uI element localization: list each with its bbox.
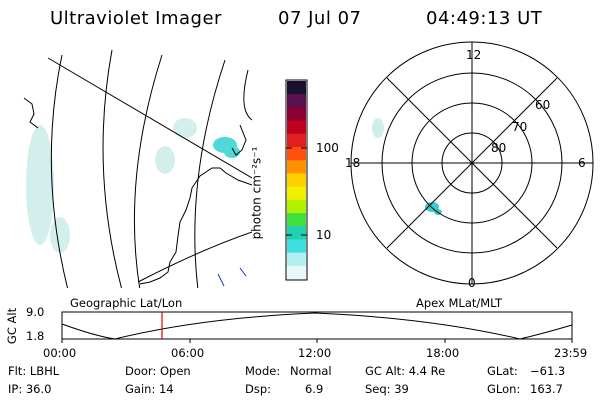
filter-label: Flt: LBHL	[8, 364, 60, 378]
ip-label: IP: 36.0	[8, 382, 52, 396]
lat-label-60: 60	[535, 98, 551, 112]
mode-value: Normal	[290, 364, 332, 378]
lat-label-80: 80	[491, 141, 507, 155]
colorbar-segment	[287, 81, 306, 95]
colorbar-segment	[287, 252, 306, 267]
glon-value: 163.7	[530, 382, 563, 396]
glon-label: GLon:	[487, 382, 521, 396]
time-label: 04:49:13 UT	[426, 8, 543, 29]
colorbar-segment	[287, 226, 306, 240]
colorbar-unit-label: photon cm⁻²s⁻¹	[249, 146, 264, 240]
dsp-label: Dsp:	[245, 382, 272, 396]
altitude-tick-low: 1.8	[26, 329, 45, 343]
mode-label: Mode:	[245, 364, 281, 378]
mlt-label-0: 0	[468, 276, 476, 290]
colorbar-tick-10: 10	[316, 228, 332, 242]
colorbar-segment	[287, 186, 306, 201]
time-tick-1200: 12:00	[298, 346, 332, 360]
coastline	[139, 167, 252, 285]
gain-label: Gain: 14	[125, 382, 174, 396]
geographic-title: Geographic Lat/Lon	[70, 296, 183, 310]
colorbar-segment	[287, 239, 306, 254]
time-tick-0000: 00:00	[43, 346, 77, 360]
colorbar-segment	[287, 265, 306, 280]
colorbar-segment	[287, 94, 306, 108]
polar-plot	[350, 41, 594, 285]
time-tick-2359: 23:59	[554, 346, 588, 360]
aurora-speckles	[26, 118, 197, 253]
time-tick-0600: 06:00	[171, 346, 205, 360]
glat-label: GLat:	[487, 364, 518, 378]
mlt-label-18: 18	[345, 156, 361, 170]
colorbar-segment	[287, 173, 306, 188]
time-tick-1800: 18:00	[426, 346, 460, 360]
app-title: Ultraviolet Imager	[50, 8, 222, 29]
colorbar-segment	[287, 199, 306, 214]
colorbar-segment	[287, 107, 306, 122]
apex-title: Apex MLat/MLT	[416, 296, 503, 310]
altitude-axis-label: GC Alt	[5, 307, 20, 345]
mlt-label-6: 6	[578, 156, 586, 170]
colorbar-segment	[287, 147, 306, 161]
colorbar-tick-100: 100	[316, 141, 339, 155]
lat-label-70: 70	[512, 120, 528, 134]
colorbar-segment	[287, 160, 306, 174]
colorbar	[287, 81, 306, 280]
dsp-value: 6.9	[305, 382, 324, 396]
seq-label: Seq: 39	[365, 382, 409, 396]
door-label: Door: Open	[125, 364, 191, 378]
colorbar-segment	[287, 133, 306, 148]
altitude-tick-high: 9.0	[26, 305, 45, 319]
colorbar-segment	[287, 120, 306, 135]
mlt-label-12: 12	[466, 48, 482, 62]
colorbar-segment	[287, 213, 306, 227]
glat-value: −61.3	[530, 364, 566, 378]
altitude-chart	[61, 311, 573, 343]
date-label: 07 Jul 07	[278, 8, 362, 29]
gc-alt-label: GC Alt: 4.4 Re	[365, 364, 446, 378]
geographic-map	[23, 49, 252, 288]
